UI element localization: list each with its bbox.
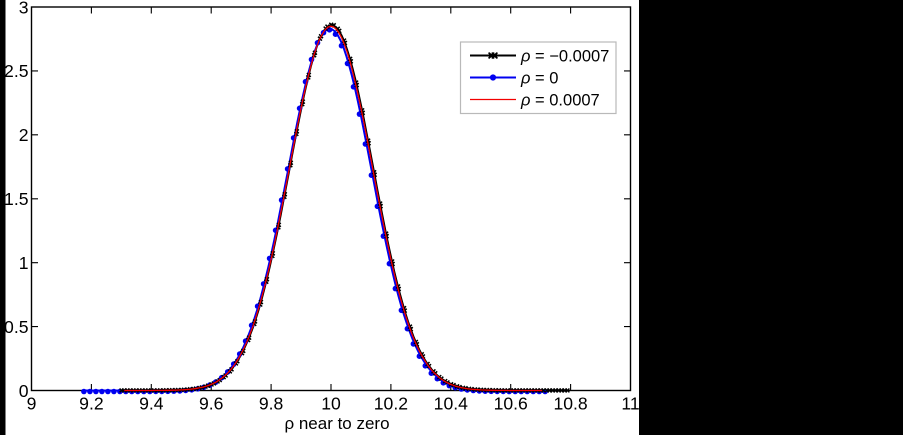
svg-text:2: 2 bbox=[19, 125, 29, 145]
svg-text:1.5: 1.5 bbox=[4, 189, 29, 209]
svg-text:10.4: 10.4 bbox=[434, 394, 468, 414]
svg-text:9: 9 bbox=[27, 394, 37, 414]
svg-text:2.5: 2.5 bbox=[4, 61, 29, 81]
svg-text:11: 11 bbox=[621, 394, 639, 414]
svg-text:10.6: 10.6 bbox=[494, 394, 528, 414]
svg-text:9.8: 9.8 bbox=[259, 394, 284, 414]
svg-text:9.4: 9.4 bbox=[139, 394, 164, 414]
svg-text:10.8: 10.8 bbox=[553, 394, 587, 414]
svg-text:3: 3 bbox=[19, 0, 29, 17]
svg-text:10.2: 10.2 bbox=[374, 394, 408, 414]
svg-text:1: 1 bbox=[19, 253, 29, 273]
svg-text:ρ = −0.0007: ρ = −0.0007 bbox=[520, 47, 609, 65]
svg-text:0.5: 0.5 bbox=[4, 317, 29, 337]
svg-text:10: 10 bbox=[321, 394, 341, 414]
svg-text:ρ near to zero: ρ near to zero bbox=[284, 414, 389, 433]
svg-text:ρ = 0: ρ = 0 bbox=[520, 69, 558, 87]
svg-text:ρ = 0.0007: ρ = 0.0007 bbox=[520, 91, 600, 109]
svg-text:9.2: 9.2 bbox=[79, 394, 103, 414]
svg-text:9.6: 9.6 bbox=[199, 394, 224, 414]
svg-text:0: 0 bbox=[19, 381, 29, 401]
